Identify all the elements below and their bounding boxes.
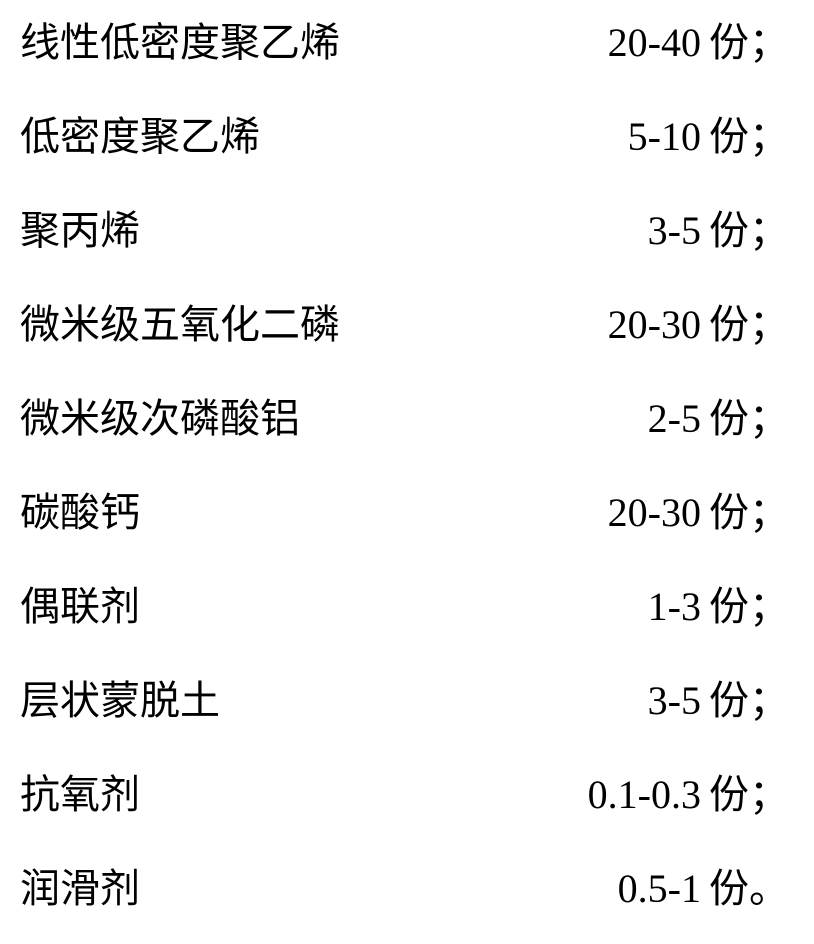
ingredient-amount: 0.1-0.3份； (440, 762, 794, 820)
ingredient-amount: 20-30份； (440, 292, 794, 350)
ingredient-name: 低密度聚乙烯 (20, 104, 440, 162)
table-row: 微米级五氧化二磷 20-30份； (20, 292, 794, 340)
ingredient-name: 润滑剂 (20, 856, 440, 914)
ingredient-amount: 0.5-1份。 (440, 856, 794, 914)
ingredient-name: 层状蒙脱土 (20, 668, 440, 726)
table-row: 层状蒙脱土 3-5份； (20, 668, 794, 716)
table-row: 抗氧剂 0.1-0.3份； (20, 762, 794, 810)
table-row: 碳酸钙 20-30份； (20, 480, 794, 528)
ingredient-name: 微米级五氧化二磷 (20, 292, 440, 350)
ingredient-amount: 2-5份； (440, 386, 794, 444)
table-row: 聚丙烯 3-5份； (20, 198, 794, 246)
ingredient-name: 抗氧剂 (20, 762, 440, 820)
table-row: 线性低密度聚乙烯 20-40份； (20, 10, 794, 58)
ingredient-amount: 5-10份； (440, 104, 794, 162)
ingredient-amount: 20-40份； (440, 10, 794, 68)
ingredient-amount: 3-5份； (440, 668, 794, 726)
ingredient-name: 碳酸钙 (20, 480, 440, 538)
ingredient-amount: 3-5份； (440, 198, 794, 256)
ingredient-amount: 20-30份； (440, 480, 794, 538)
table-row: 微米级次磷酸铝 2-5份； (20, 386, 794, 434)
composition-table: 线性低密度聚乙烯 20-40份； 低密度聚乙烯 5-10份； 聚丙烯 3-5份；… (20, 10, 794, 904)
table-row: 偶联剂 1-3份； (20, 574, 794, 622)
ingredient-name: 线性低密度聚乙烯 (20, 10, 440, 68)
table-row: 低密度聚乙烯 5-10份； (20, 104, 794, 152)
ingredient-name: 聚丙烯 (20, 198, 440, 256)
ingredient-name: 微米级次磷酸铝 (20, 386, 440, 444)
ingredient-amount: 1-3份； (440, 574, 794, 632)
ingredient-name: 偶联剂 (20, 574, 440, 632)
table-row: 润滑剂 0.5-1份。 (20, 856, 794, 904)
